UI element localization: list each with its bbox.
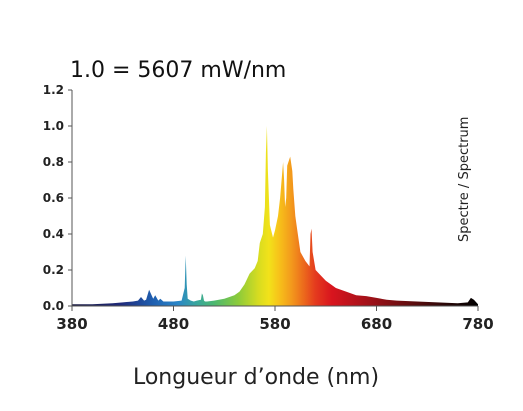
spectrum-area <box>72 126 478 306</box>
x-axis-label: Longueur d’onde (nm) <box>133 365 379 390</box>
y-axis-ticks: 0.0 0.2 0.4 0.6 0.8 1.0 1.2 <box>43 83 72 313</box>
y-tick-label: 0.0 <box>43 299 64 313</box>
chart-title: 1.0 = 5607 mW/nm <box>70 58 286 83</box>
x-tick-label: 480 <box>158 315 189 333</box>
y-tick-label: 0.6 <box>43 191 64 205</box>
y-tick-label: 0.2 <box>43 263 64 277</box>
x-axis-ticks: 380 480 580 680 780 <box>56 306 494 333</box>
y-tick-label: 1.0 <box>43 119 64 133</box>
x-tick-label: 680 <box>361 315 392 333</box>
spectrum-annotation: Spectre / Spectrum <box>457 117 472 242</box>
y-tick-label: 0.8 <box>43 155 64 169</box>
x-tick-label: 780 <box>462 315 493 333</box>
y-tick-label: 0.4 <box>43 227 64 241</box>
x-tick-label: 580 <box>259 315 290 333</box>
x-tick-label: 380 <box>56 315 87 333</box>
y-tick-label: 1.2 <box>43 83 64 97</box>
